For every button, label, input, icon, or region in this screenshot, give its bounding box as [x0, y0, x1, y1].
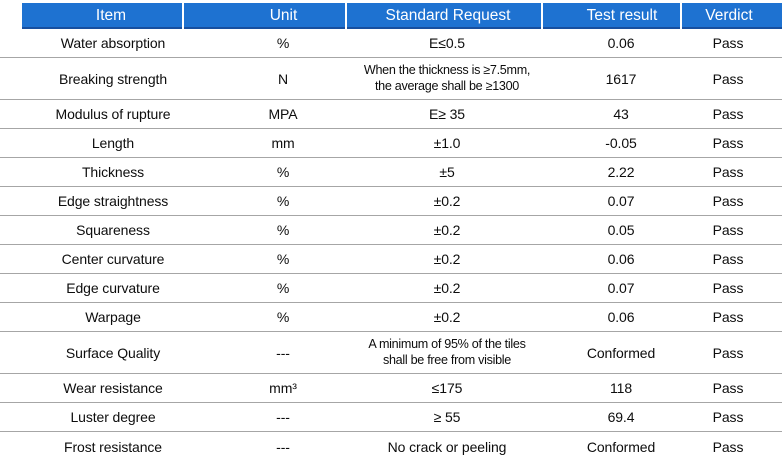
cell-item: Modulus of rupture	[55, 106, 171, 122]
cell-standard: ≥ 55	[433, 409, 461, 425]
cell-result: 0.05	[607, 222, 635, 238]
table-body: Water absorption % E≤0.5 0.06 Pass Break…	[0, 29, 782, 462]
cell-result: 0.06	[607, 251, 635, 267]
cell-standard: E≤0.5	[429, 35, 465, 51]
cell-item: Luster degree	[70, 409, 156, 425]
cell-verdict: Pass	[712, 35, 744, 51]
cell-result: -0.05	[605, 135, 637, 151]
table-row: Length mm ±1.0 -0.05 Pass	[0, 129, 782, 158]
cell-verdict: Pass	[712, 280, 744, 296]
cell-result: 0.07	[607, 193, 635, 209]
cell-unit: %	[276, 280, 290, 296]
cell-item: Water absorption	[60, 35, 166, 51]
cell-result: 2.22	[607, 164, 635, 180]
cell-standard: ≤175	[431, 380, 463, 396]
cell-item: Wear resistance	[63, 380, 163, 396]
cell-verdict: Pass	[712, 135, 744, 151]
column-header-item: Item	[22, 3, 182, 29]
cell-result: 43	[613, 106, 629, 122]
cell-unit: N	[277, 70, 288, 87]
table-row: Surface Quality --- A minimum of 95% of …	[0, 332, 782, 374]
table-row: Edge curvature % ±0.2 0.07 Pass	[0, 274, 782, 303]
cell-result: 1617	[605, 70, 637, 87]
column-header-verdict: Verdict	[682, 3, 782, 29]
table-row: Squareness % ±0.2 0.05 Pass	[0, 216, 782, 245]
cell-verdict: Pass	[712, 70, 744, 87]
table-row: Water absorption % E≤0.5 0.06 Pass	[0, 29, 782, 58]
table-row: Breaking strength N When the thickness i…	[0, 58, 782, 100]
table-row: Center curvature % ±0.2 0.06 Pass	[0, 245, 782, 274]
cell-unit: %	[276, 309, 290, 325]
cell-standard: No crack or peeling	[387, 439, 507, 455]
cell-standard: ±0.2	[433, 251, 461, 267]
table-row: Luster degree --- ≥ 55 69.4 Pass	[0, 403, 782, 432]
cell-verdict: Pass	[712, 251, 744, 267]
cell-standard: ±0.2	[433, 222, 461, 238]
table-header: Item Unit Standard Request Test result V…	[22, 3, 782, 29]
cell-unit: MPA	[268, 106, 298, 122]
cell-unit: ---	[276, 344, 290, 361]
cell-item: Center curvature	[61, 251, 165, 267]
cell-unit: %	[276, 35, 290, 51]
cell-result: 0.06	[607, 309, 635, 325]
column-header-standard: Standard Request	[347, 3, 541, 29]
cell-item: Squareness	[76, 222, 150, 238]
cell-verdict: Pass	[712, 193, 744, 209]
cell-verdict: Pass	[712, 164, 744, 180]
cell-standard: A minimum of 95% of the tiles shall be f…	[368, 337, 526, 367]
cell-standard: E≥ 35	[429, 106, 465, 122]
cell-standard: ±0.2	[433, 280, 461, 296]
cell-item: Warpage	[85, 309, 141, 325]
cell-unit: mm³	[269, 380, 297, 396]
cell-item: Length	[91, 135, 135, 151]
cell-verdict: Pass	[712, 309, 744, 325]
cell-item: Surface Quality	[65, 344, 161, 361]
cell-standard: ±5	[439, 164, 455, 180]
cell-verdict: Pass	[712, 380, 744, 396]
cell-unit: %	[276, 251, 290, 267]
column-header-unit: Unit	[184, 3, 345, 29]
cell-standard: ±0.2	[433, 193, 461, 209]
table-row: Thickness % ±5 2.22 Pass	[0, 158, 782, 187]
cell-verdict: Pass	[712, 439, 744, 455]
cell-unit: %	[276, 222, 290, 238]
cell-verdict: Pass	[712, 222, 744, 238]
cell-verdict: Pass	[712, 106, 744, 122]
column-header-result: Test result	[543, 3, 680, 29]
cell-unit: %	[276, 164, 290, 180]
cell-verdict: Pass	[712, 409, 744, 425]
cell-result: 0.06	[607, 35, 635, 51]
cell-standard: When the thickness is ≥7.5mm, the averag…	[363, 63, 531, 93]
cell-standard: ±1.0	[433, 135, 461, 151]
cell-result: 0.07	[607, 280, 635, 296]
cell-result: Conformed	[586, 439, 656, 455]
cell-verdict: Pass	[712, 344, 744, 361]
cell-unit: %	[276, 193, 290, 209]
table-row: Modulus of rupture MPA E≥ 35 43 Pass	[0, 100, 782, 129]
table-row: Edge straightness % ±0.2 0.07 Pass	[0, 187, 782, 216]
cell-item: Thickness	[81, 164, 145, 180]
cell-standard: ±0.2	[433, 309, 461, 325]
cell-item: Edge straightness	[57, 193, 169, 209]
cell-unit: mm	[271, 135, 295, 151]
cell-result: 69.4	[607, 409, 635, 425]
cell-item: Frost resistance	[64, 439, 162, 455]
cell-item: Breaking strength	[58, 70, 168, 87]
cell-unit: ---	[276, 439, 290, 455]
cell-unit: ---	[276, 409, 290, 425]
cell-item: Edge curvature	[66, 280, 160, 296]
cell-result: 118	[609, 380, 633, 396]
table-row: Warpage % ±0.2 0.06 Pass	[0, 303, 782, 332]
table-row: Wear resistance mm³ ≤175 118 Pass	[0, 374, 782, 403]
table-row: Frost resistance --- No crack or peeling…	[0, 432, 782, 462]
cell-result: Conformed	[586, 344, 656, 361]
